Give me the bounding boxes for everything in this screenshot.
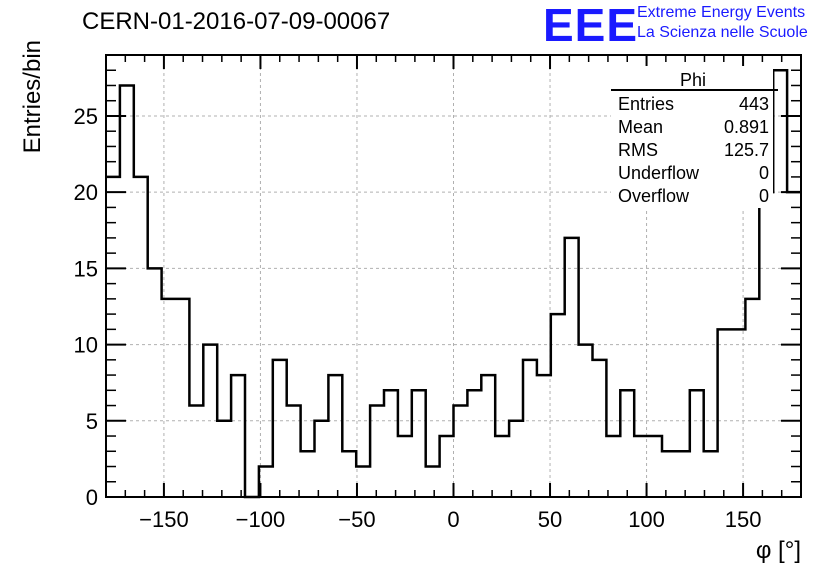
histogram-outline: [106, 68, 801, 499]
y-tick-label: 5: [86, 409, 98, 434]
x-tick-label: −100: [236, 507, 286, 532]
statistics-box: Phi Entries 443 Mean 0.891 RMS 125.7 Underflow…: [611, 66, 778, 208]
stats-row-label: Overflow: [618, 186, 690, 206]
stats-row-label: Mean: [618, 117, 663, 137]
y-tick-label: 20: [74, 180, 98, 205]
x-tick-label: 50: [538, 507, 562, 532]
x-tick-label: 100: [628, 507, 665, 532]
x-tick-label: −50: [338, 507, 375, 532]
y-tick-label: 0: [86, 485, 98, 510]
plot-title: CERN-01-2016-07-09-00067: [82, 8, 391, 35]
statistics-rows: Entries 443 Mean 0.891 RMS 125.7 Underflow 0 Ove…: [618, 94, 769, 206]
y-tick-label: 10: [74, 333, 98, 358]
stats-row-value: 443: [739, 94, 769, 114]
x-tick-label: −150: [139, 507, 189, 532]
stats-row-label: RMS: [618, 140, 658, 160]
stats-row-label: Underflow: [618, 163, 700, 183]
axis-tick-labels: −150 −100 −50 0 50 100 150 0 5 10 15 20 25: [74, 104, 762, 532]
y-tick-label: 15: [74, 256, 98, 281]
stats-row-value: 125.7: [724, 140, 769, 160]
x-tick-label: 150: [725, 507, 762, 532]
y-tick-label: 25: [74, 104, 98, 129]
stats-row-value: 0: [759, 163, 769, 183]
stats-row-label: Entries: [618, 94, 674, 114]
x-axis-title: φ [°]: [756, 537, 801, 564]
logo-subtitle-line-1: Extreme Energy Events: [637, 4, 806, 21]
stats-row-value: 0.891: [724, 117, 769, 137]
logo-subtitle-line-2: La Scienza nelle Scuole: [637, 24, 808, 41]
axis-ticks: [106, 55, 801, 498]
stats-row-value: 0: [759, 186, 769, 206]
eee-logo: EEE: [543, 0, 639, 51]
statistics-box-title: Phi: [680, 70, 706, 90]
x-tick-label: 0: [447, 507, 459, 532]
y-axis-title: Entries/bin: [19, 40, 46, 153]
